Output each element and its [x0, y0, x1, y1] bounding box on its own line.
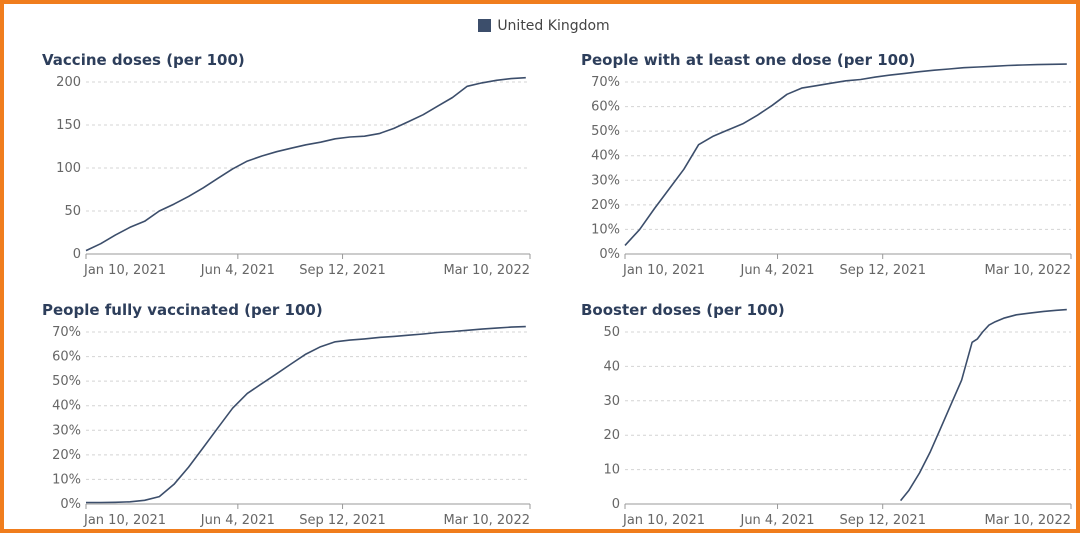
y-tick-label: 20% — [52, 448, 81, 463]
legend-swatch — [478, 19, 492, 32]
chart-booster-doses[interactable]: 0 10 20 30 40 50 Jan 10, 2021 Jun 4, 2021 Sep 12… — [581, 308, 1073, 530]
y-tick-label: 10% — [52, 472, 81, 487]
chart-at-least-one-dose[interactable]: 0% 10% 20% 30% 40% 50% 60% 70% Jan 10, 2021 Jun 4… — [581, 63, 1073, 280]
y-tick-label: 50 — [603, 325, 620, 340]
x-tick-label: Mar 10, 2022 — [443, 513, 530, 528]
x-tick-label: Sep 12, 2021 — [839, 263, 926, 278]
panel-title-at-least-one-dose: People with at least one dose (per 100) — [581, 51, 916, 69]
y-tick-label: 30% — [591, 173, 620, 188]
y-tick-label: 20% — [591, 198, 620, 213]
y-tick-label: 40 — [603, 359, 620, 374]
x-tick-label: Jun 4, 2021 — [200, 263, 275, 278]
y-tick-label: 200 — [56, 75, 81, 90]
x-tick-label: Mar 10, 2022 — [984, 263, 1071, 278]
y-tick-label: 30% — [52, 423, 81, 438]
x-tick-label: Jan 10, 2021 — [83, 513, 166, 528]
y-tick-label: 20 — [603, 428, 620, 443]
x-tick-label: Mar 10, 2022 — [984, 513, 1071, 528]
x-tick-label: Sep 12, 2021 — [299, 263, 386, 278]
series-line-vaccine-doses[interactable] — [85, 76, 526, 252]
chart-vaccine-doses[interactable]: 0 50 100 150 200 Jan 10, 2021 Jun 4, 2021 Sep 1… — [42, 74, 532, 280]
y-tick-label: 60% — [52, 350, 81, 365]
x-tick-label: Jan 10, 2021 — [622, 513, 705, 528]
y-tick-label: 0 — [612, 497, 620, 512]
y-tick-label: 40% — [591, 149, 620, 164]
series-line-booster-doses[interactable] — [899, 308, 1067, 502]
legend-label[interactable]: United Kingdom — [497, 18, 610, 34]
y-tick-label: 70% — [52, 325, 81, 340]
x-tick-label: Jun 4, 2021 — [739, 513, 814, 528]
y-tick-label: 100 — [56, 161, 81, 176]
x-tick-label: Sep 12, 2021 — [299, 513, 386, 528]
x-tick-label: Jan 10, 2021 — [83, 263, 166, 278]
y-tick-label: 50% — [52, 374, 81, 389]
y-tick-label: 150 — [56, 118, 81, 133]
y-tick-label: 60% — [591, 100, 620, 115]
y-tick-label: 70% — [591, 75, 620, 90]
y-tick-label: 10 — [603, 463, 620, 478]
x-tick-label: Jun 4, 2021 — [200, 513, 275, 528]
series-line-fully-vaccinated[interactable] — [86, 325, 526, 504]
y-tick-label: 30 — [603, 394, 620, 409]
y-tick-label: 50% — [591, 124, 620, 139]
y-tick-label: 40% — [52, 399, 81, 414]
y-tick-label: 10% — [591, 222, 620, 237]
y-tick-label: 50 — [64, 204, 81, 219]
x-tick-label: Mar 10, 2022 — [443, 263, 530, 278]
panel-title-vaccine-doses: Vaccine doses (per 100) — [42, 51, 245, 69]
series-line-at-least-one-dose[interactable] — [624, 63, 1067, 246]
y-tick-label: 0% — [599, 247, 620, 262]
panel-title-fully-vaccinated: People fully vaccinated (per 100) — [42, 301, 323, 319]
panel-title-booster-doses: Booster doses (per 100) — [581, 301, 785, 319]
x-tick-label: Jun 4, 2021 — [739, 263, 814, 278]
legend: United Kingdom — [4, 18, 1080, 34]
y-tick-label: 0 — [73, 247, 81, 262]
x-tick-label: Sep 12, 2021 — [839, 513, 926, 528]
chart-fully-vaccinated[interactable]: 0% 10% 20% 30% 40% 50% 60% 70% Jan 10, 2021 Jun 4… — [42, 324, 532, 530]
y-tick-label: 0% — [60, 497, 81, 512]
x-tick-label: Jan 10, 2021 — [622, 263, 705, 278]
